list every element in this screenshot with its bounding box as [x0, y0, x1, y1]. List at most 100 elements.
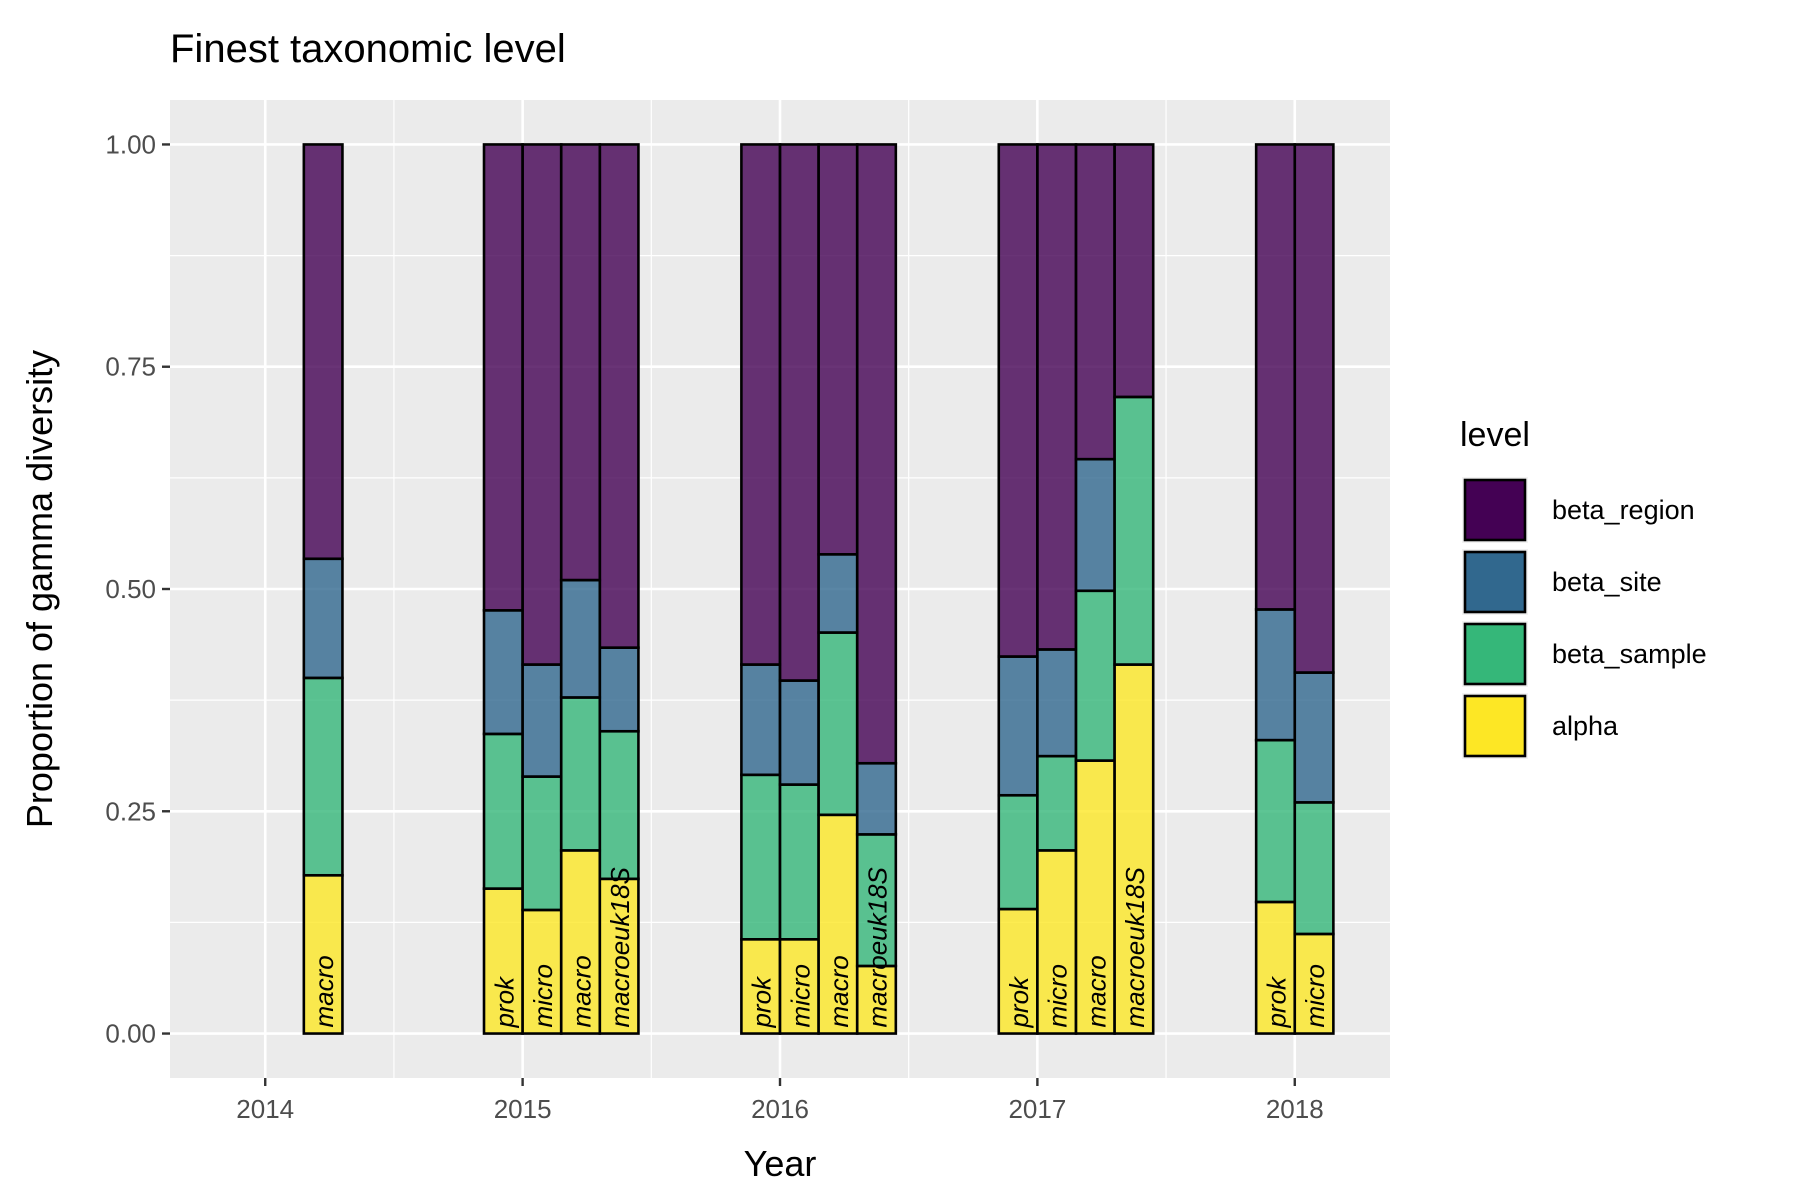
bar-label-prok: prok [747, 975, 777, 1029]
bar-label-prok: prok [489, 975, 519, 1029]
bar-segment-alpha [1113, 663, 1155, 1035]
bar-segment-beta_site [855, 761, 898, 836]
bar-label-micro: micro [1043, 964, 1073, 1028]
x-tick-label: 2015 [494, 1094, 552, 1124]
bar-segment-alpha [598, 877, 640, 1035]
bar-segment-beta_region [1113, 143, 1155, 399]
bar-2017-prok [997, 143, 1039, 1035]
bar-segment-beta_sample [1113, 395, 1155, 666]
bar-segment-beta_sample [559, 696, 602, 852]
bar-segment-beta_sample [817, 631, 859, 817]
legend-title: level [1460, 416, 1530, 454]
bar-label-prok: prok [1261, 975, 1291, 1029]
bar-segment-beta_region [1293, 143, 1335, 674]
y-tick-label: 0.50 [105, 574, 156, 604]
bar-segment-beta_region [521, 143, 563, 666]
bar-segment-beta_sample [521, 775, 563, 912]
y-tick-label: 0.75 [105, 352, 156, 382]
x-tick-label: 2016 [751, 1094, 809, 1124]
bar-segment-beta_sample [1254, 738, 1297, 904]
bar-label-prok: prok [1004, 975, 1034, 1029]
bar-segment-alpha [1293, 932, 1335, 1035]
legend-entry-beta_sample: beta_sample [1462, 621, 1707, 687]
stacked-bars [302, 143, 1335, 1035]
bar-segment-beta_region [1074, 143, 1116, 461]
bar-segment-beta_sample [1036, 754, 1078, 852]
bar-label-macro: macro [1081, 955, 1111, 1027]
bar-segment-alpha [1036, 849, 1078, 1035]
bar-2015-micro [521, 143, 563, 1035]
legend-label: beta_region [1552, 495, 1695, 525]
bar-label-macro: macro [567, 955, 597, 1027]
bar-segment-beta_sample [302, 676, 344, 877]
bar-2016-macro [817, 143, 859, 1035]
bar-segment-beta_site [1293, 671, 1335, 804]
bar-segment-alpha [855, 964, 898, 1035]
bar-segment-alpha [997, 907, 1039, 1035]
x-tick-label: 2014 [236, 1094, 294, 1124]
bar-labels: macro prok micro macro macroeuk18S prok micro m… [309, 866, 1330, 1028]
bar-segment-beta_region [997, 143, 1039, 658]
bar-segment-beta_site [1254, 608, 1297, 742]
y-tick-label: 1.00 [105, 129, 156, 159]
bar-segment-alpha [740, 938, 782, 1035]
bar-label-macroeuk18S: macroeuk18S [863, 866, 893, 1027]
bar-label-macro: macro [309, 955, 339, 1027]
bar-2018-micro [1293, 143, 1335, 1035]
bar-2015-macro [559, 143, 602, 1035]
bar-2016-prok [740, 143, 782, 1035]
bar-segment-beta_region [482, 143, 524, 612]
chart-title: Finest taxonomic level [170, 27, 566, 71]
bar-label-macroeuk18S: macroeuk18S [1120, 866, 1150, 1027]
bar-2015-prok [482, 143, 524, 1035]
bar-2017-micro [1036, 143, 1078, 1035]
y-tick-label: 0.00 [105, 1019, 156, 1049]
bar-segment-beta_site [302, 557, 344, 680]
legend-swatch [1463, 622, 1527, 686]
legend-label: beta_site [1552, 567, 1662, 597]
legend-swatch [1463, 478, 1527, 542]
bar-segment-beta_sample [1074, 589, 1116, 762]
bar-label-macroeuk18S: macroeuk18S [605, 866, 635, 1027]
legend-swatch [1463, 694, 1527, 758]
bar-label-macro: macro [824, 955, 854, 1027]
bar-2016-macroeuk18S [855, 143, 898, 1035]
legend: level beta_region beta_site beta_samplealp… [1460, 416, 1707, 759]
bar-segment-beta_site [1074, 457, 1116, 593]
bar-segment-beta_sample [482, 732, 524, 890]
bar-2017-macro [1074, 143, 1116, 1035]
bar-2015-macroeuk18S [598, 143, 640, 1035]
bar-segment-beta_region [559, 143, 602, 582]
bar-segment-beta_sample [598, 729, 640, 881]
bar-segment-beta_site [997, 655, 1039, 797]
bar-segment-beta_region [778, 143, 820, 682]
legend-label: beta_sample [1552, 639, 1707, 669]
bar-segment-beta_region [817, 143, 859, 556]
bar-segment-beta_sample [997, 793, 1039, 911]
legend-label: alpha [1552, 711, 1619, 741]
bar-2017-macroeuk18S [1113, 143, 1155, 1035]
bar-2016-micro [778, 143, 820, 1035]
bar-segment-beta_region [1254, 143, 1297, 611]
x-tick-label: 2017 [1008, 1094, 1066, 1124]
y-axis-ticks: 0.00 0.25 0.50 0.75 1.00 [105, 129, 170, 1049]
y-axis-title: Proportion of gamma diversity [19, 350, 60, 828]
bar-segment-beta_site [740, 663, 782, 777]
bar-segment-beta_site [778, 679, 820, 786]
bar-segment-beta_region [1036, 143, 1078, 651]
bar-segment-beta_region [740, 143, 782, 666]
bar-label-micro: micro [528, 964, 558, 1028]
bar-label-micro: micro [785, 964, 815, 1028]
bar-segment-beta_sample [778, 783, 820, 941]
legend-entry-alpha: alpha [1462, 693, 1619, 759]
x-axis-ticks: 2014 2015 2016 2017 2018 [236, 1078, 1324, 1124]
bar-segment-beta_sample [1293, 801, 1335, 936]
bar-2014-macro [302, 143, 344, 1035]
legend-entry-beta_site: beta_site [1462, 549, 1662, 615]
bar-label-micro: micro [1300, 964, 1330, 1028]
bar-segment-alpha [482, 887, 524, 1035]
bar-2018-prok [1254, 143, 1297, 1035]
bar-segment-beta_sample [740, 773, 782, 941]
